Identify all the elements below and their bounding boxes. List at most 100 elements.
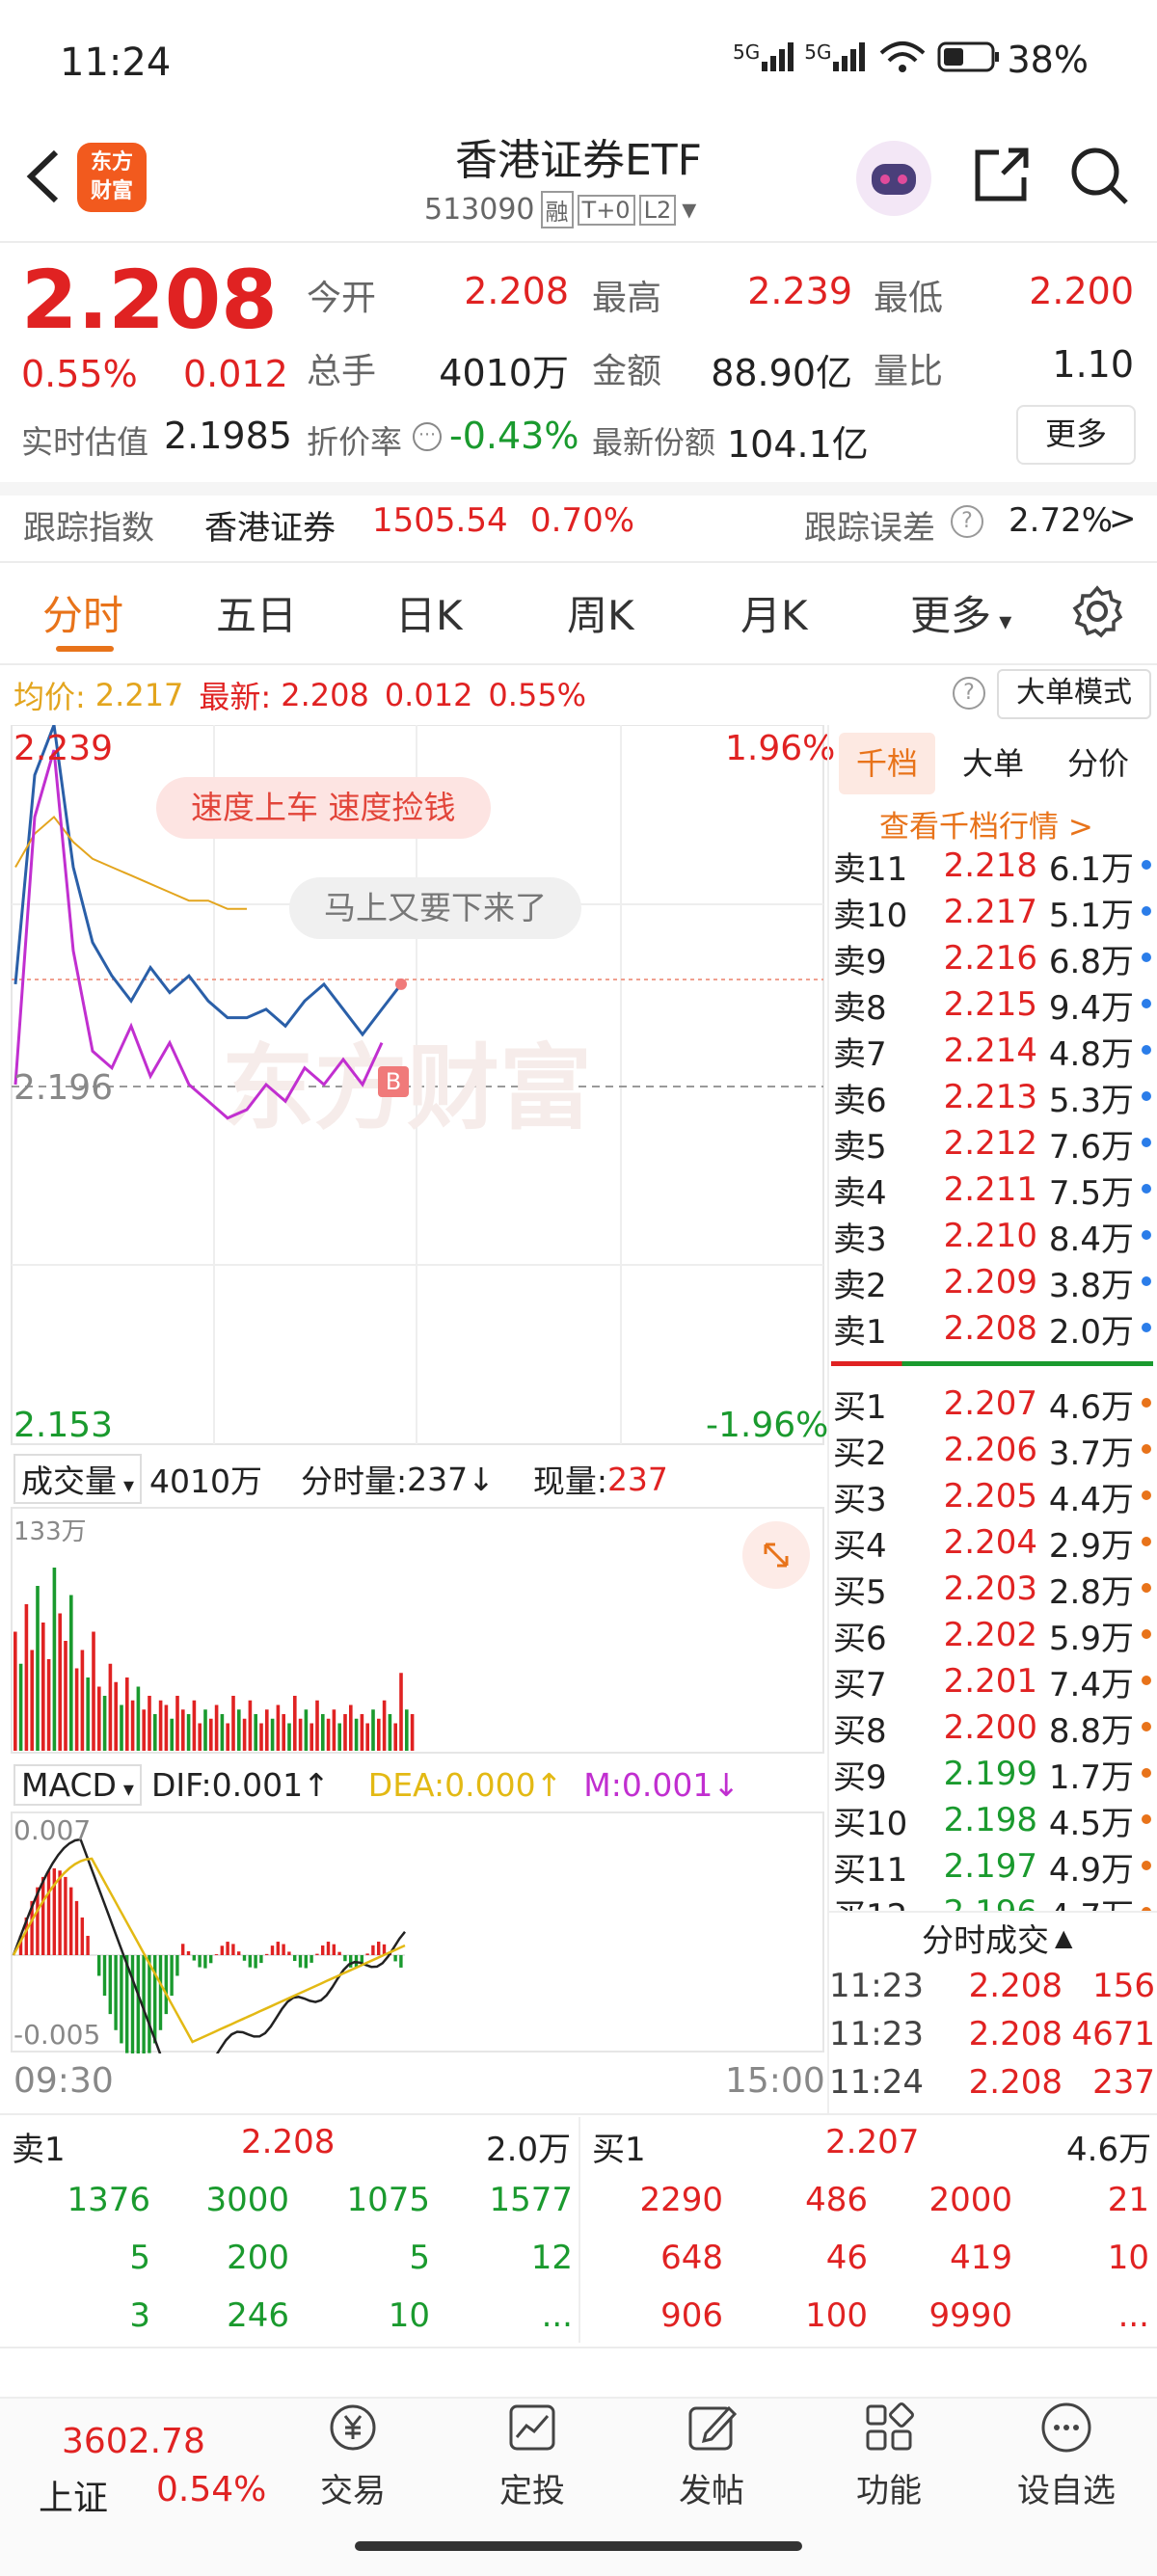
ticks-header[interactable]: 分时成交 ▲ xyxy=(922,1915,1072,1961)
tab-intraday[interactable]: 分时 xyxy=(42,592,124,639)
nav-watchlist[interactable]: 设自选 xyxy=(999,2391,1134,2511)
macd-bar xyxy=(186,1950,191,1955)
tab-more[interactable]: 更多 ▾ xyxy=(910,583,1011,642)
expand-icon[interactable] xyxy=(742,1521,810,1589)
index-ticker[interactable]: 3602.78 上证 0.54% xyxy=(29,2410,280,2526)
time-end: 15:00 xyxy=(725,2061,825,2101)
track-index-pct: 0.70% xyxy=(530,501,635,540)
share-icon[interactable] xyxy=(970,145,1032,210)
macd-bar xyxy=(214,1954,219,1955)
tab-weekly-k[interactable]: 周K xyxy=(567,592,634,639)
volume-bar xyxy=(136,1686,141,1751)
volume-bar xyxy=(332,1709,336,1751)
macd-bar xyxy=(393,1955,397,1962)
stock-code: 513090 xyxy=(424,193,535,227)
comment-bubble-2[interactable]: 马上又要下来了 xyxy=(289,877,581,939)
queue-cell: 246 xyxy=(227,2296,289,2335)
nav-post[interactable]: 发帖 xyxy=(644,2391,779,2511)
sell-queue-label: 卖1 xyxy=(12,2131,66,2169)
stock-code-row[interactable]: 513090 融 T+0 L2 ▾ xyxy=(424,191,696,228)
volume-bar xyxy=(393,1723,397,1751)
macd-select[interactable]: MACD ▾ xyxy=(13,1764,142,1806)
back-icon[interactable] xyxy=(19,145,67,212)
help-icon-2[interactable]: ? xyxy=(953,677,985,710)
tag-t0: T+0 xyxy=(577,194,635,226)
search-icon[interactable] xyxy=(1068,145,1130,210)
chevron-right-icon: > xyxy=(1109,499,1137,538)
dot-icon xyxy=(1142,998,1151,1008)
estimate-label: 实时估值 xyxy=(21,423,148,461)
macd-bar xyxy=(80,1917,84,1955)
status-bar: 11:24 5G 5G 38% xyxy=(0,0,1157,125)
macd-bar xyxy=(360,1955,363,1963)
depth-link[interactable]: 查看千档行情 > xyxy=(879,810,1093,845)
sell-orders: 卖11 2.218 6.1万 卖10 2.217 5.1万 卖9 2.216 6.8万 卖8… xyxy=(827,843,1157,1363)
nav-invest[interactable]: 定投 xyxy=(465,2391,600,2511)
volume-bar xyxy=(203,1709,207,1751)
volume-bar xyxy=(46,1659,51,1751)
dot-icon xyxy=(1142,1813,1151,1824)
volume-bar xyxy=(354,1718,359,1751)
macd-bar xyxy=(170,1955,174,1997)
nav-watchlist-label: 设自选 xyxy=(1017,2472,1116,2510)
high-label: 最高 xyxy=(592,279,662,318)
dot-icon xyxy=(1142,859,1151,870)
macd-bar xyxy=(24,1917,28,1955)
volume-bar xyxy=(242,1718,247,1751)
comment-bubble-1[interactable]: 速度上车 速度捡钱 xyxy=(156,777,491,839)
nav-trade[interactable]: 交易 xyxy=(285,2391,420,2511)
volume-bar xyxy=(399,1673,403,1751)
big-order-mode-button[interactable]: 大单模式 xyxy=(997,669,1151,719)
tab-daily-k[interactable]: 日K xyxy=(395,592,463,639)
page-title: 香港证券ETF xyxy=(455,136,702,185)
caret-up-icon: ▲ xyxy=(1055,1924,1073,1951)
queue-cell: 419 xyxy=(950,2239,1012,2277)
volume-bar xyxy=(315,1700,319,1751)
last-pct: 0.55% xyxy=(488,677,587,713)
tab-big-order[interactable]: 大单 xyxy=(961,745,1024,782)
macd-bar xyxy=(86,1935,90,1955)
spread-divider xyxy=(831,1361,1153,1366)
dot-icon xyxy=(1142,1721,1151,1731)
low-value: 2.200 xyxy=(1029,270,1134,312)
price-series-2 xyxy=(13,749,384,1120)
tab-depth[interactable]: 千档 xyxy=(839,733,935,794)
track-index-name[interactable]: 香港证券 xyxy=(204,509,336,548)
tab-five-day[interactable]: 五日 xyxy=(216,592,298,639)
volume-bar xyxy=(80,1650,85,1751)
battery-text: 38% xyxy=(1007,39,1089,81)
volume-bar xyxy=(337,1723,341,1751)
macd-bar xyxy=(321,1945,325,1955)
macd-header: MACD ▾ DIF:0.001 ↑ DEA:0.000 ↑ M:0.001 ↓ xyxy=(13,1764,740,1806)
info-icon[interactable]: ⋯ xyxy=(413,422,442,451)
volume-bar xyxy=(130,1700,135,1751)
macd-bar xyxy=(142,1955,146,2053)
buy-queue-vol: 4.6万 xyxy=(1066,2131,1152,2169)
sell-row: 卖11 2.218 6.1万 xyxy=(827,843,1155,889)
volume-select[interactable]: 成交量 ▾ xyxy=(13,1454,143,1504)
dot-icon xyxy=(1142,1090,1151,1101)
volume-bar xyxy=(142,1709,146,1751)
volume-bar xyxy=(175,1696,179,1751)
tag-l2: L2 xyxy=(638,194,677,226)
tab-monthly-k[interactable]: 月K xyxy=(740,592,808,639)
track-error-value[interactable]: 2.72% xyxy=(1009,501,1114,540)
buy-marker[interactable]: B xyxy=(378,1066,409,1097)
more-button[interactable]: 更多 xyxy=(1016,405,1136,465)
help-icon[interactable]: ? xyxy=(951,505,983,538)
settings-icon[interactable] xyxy=(1070,584,1124,642)
dot-icon xyxy=(1142,1397,1151,1408)
volume-bar xyxy=(86,1677,90,1751)
nav-features[interactable]: 功能 xyxy=(821,2391,956,2511)
queue-cell: 100 xyxy=(805,2296,868,2335)
macd-bar xyxy=(287,1951,291,1955)
share-value: 104.1亿 xyxy=(727,423,869,466)
volume-chart[interactable] xyxy=(0,1506,827,1755)
volume-bar xyxy=(198,1723,202,1751)
dot-icon xyxy=(1142,1628,1151,1639)
robot-avatar-icon[interactable] xyxy=(856,141,931,216)
macd-chart[interactable] xyxy=(0,1811,827,2053)
tab-price-dist[interactable]: 分价 xyxy=(1066,745,1129,782)
macd-dea-line xyxy=(12,1857,406,2044)
